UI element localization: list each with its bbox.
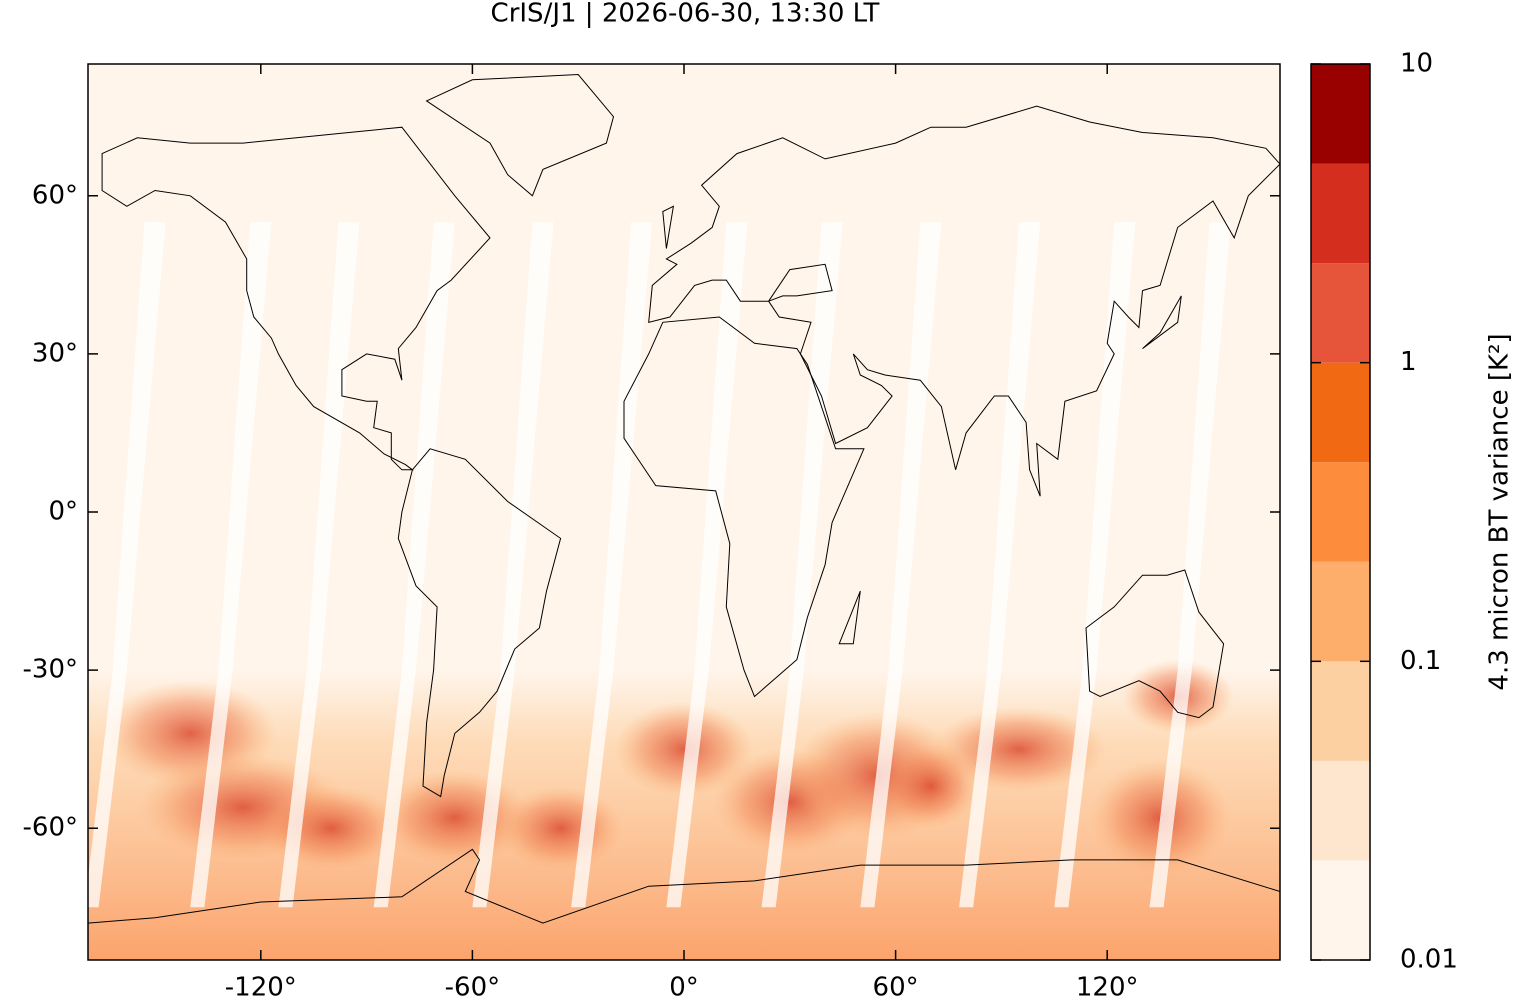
coastline <box>397 448 562 798</box>
x-tick-label: 120° <box>1076 973 1139 1003</box>
colorbar-band <box>1311 661 1370 761</box>
orbit-gap <box>88 222 166 908</box>
y-tick-label: -60° <box>23 813 78 843</box>
variance-blob <box>931 706 1107 792</box>
colorbar-band <box>1311 163 1370 264</box>
colorbar-band <box>1311 462 1370 562</box>
colorbar-tick-label: 0.01 <box>1400 945 1458 975</box>
colorbar-tick-label: 0.1 <box>1400 646 1441 676</box>
coastline <box>662 205 675 249</box>
x-tick-label: 0° <box>669 973 699 1003</box>
colorbar-tick-label: 10 <box>1400 49 1433 79</box>
colorbar-band <box>1311 760 1370 861</box>
colorbar-band <box>1311 64 1370 164</box>
y-tick-label: 60° <box>32 180 78 210</box>
coastline <box>623 316 865 698</box>
orbit-gap <box>1149 222 1231 908</box>
coastline <box>648 105 1280 497</box>
orbit-gap <box>666 222 748 908</box>
x-tick-label: -60° <box>445 973 500 1003</box>
y-tick-label: 0° <box>48 497 78 527</box>
colorbar: 0.01 0.1 1 10 <box>1310 49 1458 975</box>
orbit-gap <box>373 222 455 908</box>
chart-title: CrIS/J1 | 2026-06-30, 13:30 LT <box>491 0 880 29</box>
orbit-gap <box>1054 222 1136 908</box>
coastline <box>88 848 1280 960</box>
colorbar-label: 4.3 micron BT variance [K²] <box>1485 333 1515 690</box>
orbit-gap <box>860 222 942 908</box>
orbit-gap <box>278 222 360 908</box>
coastline <box>838 590 861 645</box>
colorbar-tick-label: 1 <box>1400 347 1417 377</box>
orbit-gap <box>472 222 554 908</box>
coastline <box>1085 569 1225 719</box>
orbit-gap <box>761 222 843 908</box>
colorbar-band <box>1311 263 1370 363</box>
map-area <box>88 64 1280 960</box>
variance-blob <box>1090 759 1231 876</box>
variance-blob <box>614 701 754 797</box>
coastline <box>101 126 491 471</box>
variance-blob <box>497 785 624 871</box>
x-tick-label: 60° <box>873 973 919 1003</box>
x-tick-label: -120° <box>225 973 297 1003</box>
orbit-gap <box>571 222 653 908</box>
orbit-gap <box>190 222 272 908</box>
y-tick-label: 30° <box>32 338 78 368</box>
colorbar-band <box>1311 561 1370 662</box>
coastline <box>1142 295 1182 350</box>
colorbar-band <box>1311 860 1370 960</box>
y-tick-label: -30° <box>23 655 78 685</box>
orbit-gap <box>959 222 1041 908</box>
colorbar-band <box>1311 362 1370 463</box>
colorbar-frame <box>1310 63 1371 961</box>
coastline <box>425 73 615 197</box>
